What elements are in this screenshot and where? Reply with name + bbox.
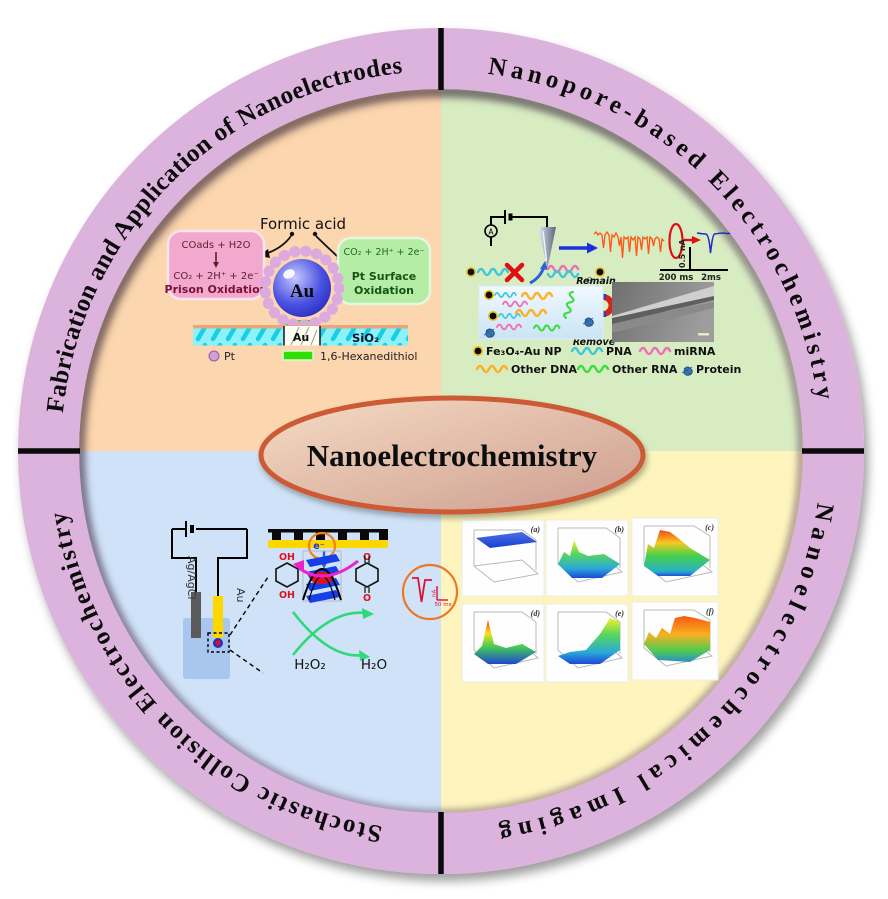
fabrication-diagram: Formic acid COads + H2O CO₂ + 2H⁺ + 2e⁻ …: [165, 215, 432, 363]
legend-np-label: Fe₃O₄-Au NP: [486, 345, 562, 358]
substrate-au-label: Au: [293, 331, 309, 344]
surface-plot-a: (a): [461, 519, 545, 597]
plot-a-label: (a): [531, 525, 541, 534]
plot-c-label: (c): [705, 523, 714, 532]
prison-reactant: COads + H2O: [181, 240, 250, 251]
zoom-box: [207, 632, 230, 653]
hydroquinone-molecule: OH OH: [275, 552, 299, 601]
linker-legend-label: 1,6-Hexanedithiol: [320, 350, 417, 363]
h2o2-label: H₂O₂: [294, 657, 326, 673]
o-top-label: O: [363, 552, 371, 563]
center-title: Nanoelectrochemistry: [307, 438, 598, 473]
spike-scale-time-label: 50 ms: [435, 602, 452, 608]
legend-protein-label: Protein: [696, 363, 741, 376]
formic-acid-label: Formic acid: [260, 215, 346, 233]
h2o2-cycle: H₂O₂ H₂O: [291, 608, 387, 673]
plot-b-label: (b): [615, 525, 625, 534]
fabrication-legend: Pt 1,6-Hexanedithiol: [208, 350, 417, 363]
spike-scale-current-label: nA: [432, 590, 438, 597]
ptsurface-product: CO₂ + 2H⁺ + 2e⁻: [343, 247, 424, 258]
surface-plot-d: (d): [461, 603, 545, 683]
work-electrode-bar: [213, 596, 223, 638]
pt-bead-icon: [208, 350, 220, 362]
substrate: Au SiO₂: [193, 325, 408, 346]
zoom-leader-lines: [229, 576, 269, 674]
spike-inset: nA 50 ms: [401, 563, 459, 621]
ptsurface-title1: Pt Surface: [352, 270, 417, 283]
work-electrode-label: Au: [234, 588, 247, 603]
remove-label: Remove: [573, 337, 616, 348]
ammeter-label: A: [488, 228, 494, 237]
surface-plot-f: (f): [631, 601, 719, 681]
prison-oxidation-title: Prison Oxidation: [165, 283, 268, 296]
legend-mirna-label: miRNA: [674, 345, 716, 358]
single-event-trace: [696, 232, 731, 254]
benzoquinone-molecule: O O: [355, 552, 379, 604]
ring-dividers: [18, 28, 864, 874]
stochastic-diagram: Ag/AgCl Au e⁻ OH OH O: [171, 521, 459, 679]
oh-bottom-label: OH: [279, 590, 295, 601]
plot-e-label: (e): [615, 609, 624, 618]
minus-charge-label: ⊖: [586, 276, 594, 286]
plot-d-label: (d): [531, 609, 541, 618]
electron-label: e⁻: [313, 541, 324, 552]
electrode-surface-scheme: e⁻: [268, 529, 388, 569]
nanopore-legend: Fe₃O₄-Au NP PNA miRNA Other DNA Other RN…: [473, 345, 741, 376]
prison-oxidation-box: COads + H2O CO₂ + 2H⁺ + 2e⁻ Prison Oxida…: [165, 229, 268, 301]
scale-bars: [660, 247, 728, 271]
current-trace: [593, 230, 665, 259]
ref-electrode-bar: [191, 592, 201, 638]
pt-surface-oxidation-box: CO₂ + 2H⁺ + 2e⁻ Pt Surface Oxidation: [336, 236, 432, 306]
capture-scheme-row: ⊖: [466, 261, 605, 286]
remain-label: Remain: [576, 276, 616, 287]
ref-electrode-label: Ag/AgCl: [185, 556, 198, 599]
nanopore-diagram: A 0.5 nA 200 ms 2ms: [466, 210, 741, 376]
nanopipette-icon: [538, 227, 556, 268]
sem-image: [612, 282, 714, 342]
imaging-panels: (a) (b) (c) (d) (e): [461, 517, 719, 683]
center-ellipse: Nanoelectrochemistry: [258, 395, 646, 515]
scale-time1-label: 200 ms: [659, 273, 694, 283]
legend-rna-label: Other RNA: [612, 363, 678, 376]
legend-pna-label: PNA: [606, 345, 632, 358]
au-nanoparticle: Au: [259, 245, 345, 331]
collision-spike-trace: [412, 577, 432, 603]
prison-product: CO₂ + 2H⁺ + 2e⁻: [173, 271, 258, 282]
pt-legend-label: Pt: [224, 350, 236, 363]
scale-time2-label: 2ms: [701, 273, 721, 283]
oh-top-label: OH: [279, 552, 295, 563]
surface-plot-e: (e): [545, 603, 629, 683]
gold-film: [268, 540, 388, 548]
separation-scheme: Remain Remove: [478, 276, 616, 348]
o-bottom-label: O: [363, 593, 371, 604]
surface-plot-b: (b): [545, 519, 629, 597]
plot-f-label: (f): [706, 607, 714, 616]
linker-icon: [282, 350, 314, 361]
h2o-label: H₂O: [361, 657, 387, 673]
au-sphere-label: Au: [290, 281, 315, 302]
cell-circuit: Ag/AgCl Au: [171, 521, 269, 679]
scale-current-label: 0.5 nA: [678, 238, 687, 268]
legend-dna-label: Other DNA: [511, 363, 577, 376]
event-circle-icon: [668, 222, 684, 260]
translocation-arrow: [559, 242, 598, 254]
sem-scalebar: [698, 333, 709, 336]
substrate-sio2-label: SiO₂: [352, 331, 379, 345]
ptsurface-title2: Oxidation: [354, 284, 414, 297]
blocked-x-icon: [504, 262, 525, 283]
nanopore-circuit: A: [484, 210, 556, 268]
event-zoom: 0.5 nA 200 ms 2ms: [659, 222, 731, 283]
surface-plot-c: (c): [631, 517, 719, 597]
quadrant-nanopore-bg: [441, 89, 803, 451]
